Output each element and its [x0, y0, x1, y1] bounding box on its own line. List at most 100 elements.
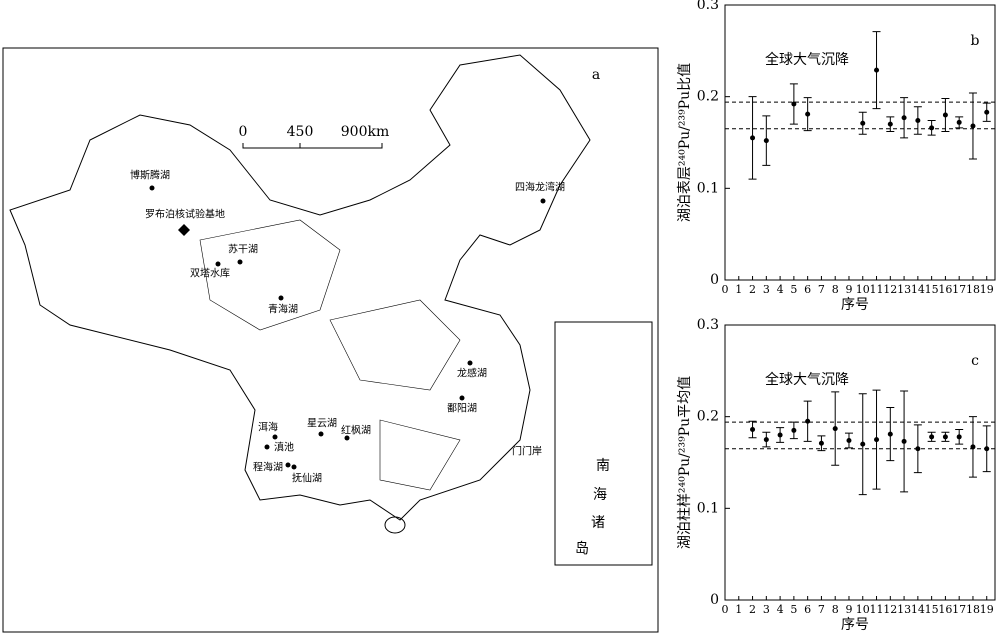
point — [860, 120, 866, 126]
point — [984, 446, 990, 452]
point — [942, 112, 948, 118]
point — [763, 437, 769, 443]
x-tick-label: 15 — [925, 283, 939, 296]
place-label: 星云湖 — [307, 418, 337, 430]
hainan — [384, 516, 406, 534]
scale-label: 900km — [341, 124, 389, 140]
y-axis-label: 湖泊表层²⁴⁰Pu/²³⁹Pu比值 — [677, 63, 693, 222]
plot-frame — [724, 324, 996, 601]
x-tick-label: 0 — [722, 283, 729, 296]
x-tick-label: 6 — [804, 283, 811, 296]
point — [832, 426, 838, 432]
point — [887, 121, 893, 127]
point — [915, 118, 921, 123]
point — [874, 437, 880, 443]
place-label: 程海湖 — [253, 461, 283, 474]
point — [929, 434, 935, 440]
place-label: 苏干湖 — [228, 243, 258, 256]
place-dot — [467, 360, 473, 366]
x-tick-label: 17 — [952, 283, 966, 296]
scale-label: 450 — [287, 124, 314, 140]
point — [984, 109, 990, 115]
point — [750, 135, 756, 141]
x-tick-label: 0 — [722, 603, 729, 616]
map-outline — [9, 54, 591, 521]
place-dot — [344, 435, 350, 441]
place-label: 红枫湖 — [341, 424, 371, 437]
place-dot — [285, 462, 291, 468]
x-tick-label: 1 — [735, 283, 742, 296]
scale-bar — [242, 143, 383, 149]
place-label: 龙感湖 — [457, 367, 487, 380]
x-tick-label: 16 — [938, 283, 952, 296]
inset-label: 诸 — [591, 515, 605, 531]
point — [818, 440, 824, 446]
x-tick-label: 14 — [911, 283, 925, 296]
x-tick-label: 6 — [804, 603, 811, 616]
x-tick-label: 5 — [790, 603, 797, 616]
place-label: 双塔水库 — [190, 267, 230, 280]
place-dot — [278, 295, 284, 301]
point — [860, 441, 866, 447]
x-tick-label: 12 — [883, 283, 897, 296]
point — [915, 446, 921, 452]
x-tick-label: 8 — [832, 283, 839, 296]
point — [763, 138, 769, 144]
x-tick-label: 19 — [980, 603, 994, 616]
place-label: 鄱阳湖 — [447, 402, 477, 415]
x-tick-label: 2 — [749, 283, 756, 296]
panel-label: c — [971, 353, 979, 369]
point — [887, 431, 893, 437]
x-tick-label: 10 — [856, 603, 870, 616]
x-tick-label: 15 — [925, 603, 939, 616]
point — [805, 418, 811, 424]
annotation: 全球大气沉降 — [765, 371, 849, 388]
panel-label: a — [592, 67, 600, 83]
place-dot — [459, 395, 465, 401]
place-dot — [215, 261, 221, 267]
x-tick-label: 11 — [870, 603, 884, 616]
plot-frame — [724, 4, 996, 281]
point — [805, 111, 811, 117]
point — [956, 434, 962, 440]
place-dot — [272, 434, 278, 440]
x-tick-label: 9 — [845, 283, 852, 296]
point — [791, 427, 797, 433]
place-dot — [291, 464, 297, 470]
x-tick-label: 3 — [763, 603, 770, 616]
place-dot — [149, 185, 155, 191]
x-tick-label: 5 — [790, 283, 797, 296]
place-label: 四海龙湾湖 — [515, 181, 565, 194]
x-tick-label: 13 — [897, 283, 911, 296]
x-tick-label: 8 — [832, 603, 839, 616]
point — [846, 438, 852, 443]
x-tick-label: 4 — [777, 283, 784, 296]
x-tick-label: 13 — [897, 603, 911, 616]
place-label: 罗布泊核试验基地 — [145, 208, 225, 221]
place-dot — [264, 444, 270, 450]
inset-frame — [554, 321, 653, 566]
place-label: 门门岸 — [512, 445, 542, 458]
y-tick-label: 0.2 — [697, 89, 719, 105]
x-tick-label: 1 — [735, 603, 742, 616]
point — [777, 432, 783, 438]
y-tick-label: 0.1 — [697, 500, 719, 516]
x-tick-label: 12 — [883, 603, 897, 616]
x-tick-label: 7 — [818, 283, 825, 296]
place-label: 洱海 — [258, 421, 278, 434]
place-dot — [237, 259, 243, 265]
x-axis-label: 序号 — [841, 617, 869, 633]
point — [874, 67, 880, 73]
x-tick-label: 18 — [966, 283, 980, 296]
x-tick-label: 10 — [856, 283, 870, 296]
map-frame — [2, 47, 659, 633]
x-tick-label: 7 — [818, 603, 825, 616]
x-tick-label: 4 — [777, 603, 784, 616]
x-tick-label: 14 — [911, 603, 925, 616]
place-label: 抚仙湖 — [292, 472, 322, 485]
y-tick-label: 0.3 — [697, 317, 719, 333]
x-tick-label: 16 — [938, 603, 952, 616]
place-label: 青海湖 — [268, 303, 298, 316]
inset-label: 海 — [593, 487, 607, 503]
